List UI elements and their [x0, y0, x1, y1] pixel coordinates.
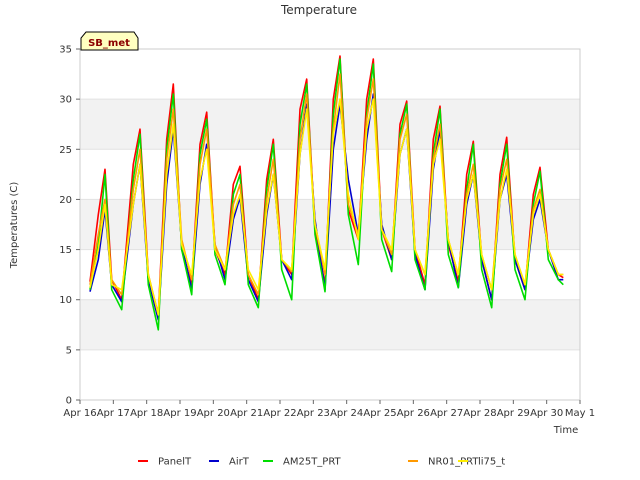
x-tick-label: Apr 24: [330, 408, 363, 419]
y-tick-label: 15: [59, 245, 72, 256]
legend-label: AirT: [229, 457, 250, 468]
y-tick-label: 25: [59, 145, 72, 156]
y-tick-label: 5: [66, 345, 72, 356]
y-tick-label: 30: [59, 95, 72, 106]
x-tick-label: Apr 30: [530, 408, 563, 419]
x-tick-label: Apr 17: [97, 408, 130, 419]
legend-label: li75_t: [478, 457, 505, 468]
legend-item: AirT: [209, 457, 250, 468]
chart-title: Temperature: [280, 3, 357, 17]
legend-label: PanelT: [158, 457, 192, 468]
legend-item: li75_t: [458, 457, 505, 468]
legend-label: AM25T_PRT: [283, 457, 342, 468]
x-tick-label: Apr 18: [130, 408, 163, 419]
x-tick-label: Apr 16: [63, 408, 96, 419]
y-tick-label: 20: [59, 195, 72, 206]
y-tick-label: 10: [59, 295, 72, 306]
x-tick-label: Apr 25: [363, 408, 396, 419]
x-tick-label: Apr 29: [497, 408, 530, 419]
x-tick-label: Apr 21: [230, 408, 263, 419]
y-tick-label: 0: [66, 396, 72, 407]
x-tick-label: Apr 22: [263, 408, 296, 419]
legend-item: AM25T_PRT: [263, 457, 342, 468]
x-tick-label: Apr 28: [463, 408, 496, 419]
x-tick-label: May 1: [565, 408, 595, 419]
site-label-box: SB_met: [80, 31, 139, 51]
y-axis-ticks: 0 5 10 15 20 25 30 35: [59, 45, 80, 407]
legend-label: NR01_PRT: [428, 457, 479, 468]
background-band: [80, 299, 580, 350]
legend: PanelT AirT AM25T_PRT NR01_PRT li75_t: [138, 457, 505, 468]
x-tick-label: Apr 23: [297, 408, 330, 419]
series-lines: [89, 55, 564, 331]
x-axis-title: Time: [553, 425, 578, 436]
y-tick-label: 35: [59, 45, 72, 56]
x-axis-ticks: Apr 16 Apr 17 Apr 18 Apr 19 Apr 20 Apr 21 Apr …: [63, 400, 595, 419]
plot-background: [80, 49, 580, 400]
legend-item: NR01_PRT: [408, 457, 479, 468]
y-axis-title: Temperatures (C): [9, 182, 20, 270]
x-tick-label: Apr 27: [430, 408, 463, 419]
site-label: SB_met: [88, 38, 130, 49]
x-tick-label: Apr 20: [197, 408, 230, 419]
background-band: [80, 99, 580, 150]
legend-item: PanelT: [138, 457, 192, 468]
x-tick-label: Apr 19: [163, 408, 196, 419]
plot-frame: [79, 48, 581, 401]
series-line-li75-t: [89, 98, 564, 316]
x-tick-label: Apr 26: [397, 408, 430, 419]
site-label-shape: [80, 31, 139, 51]
